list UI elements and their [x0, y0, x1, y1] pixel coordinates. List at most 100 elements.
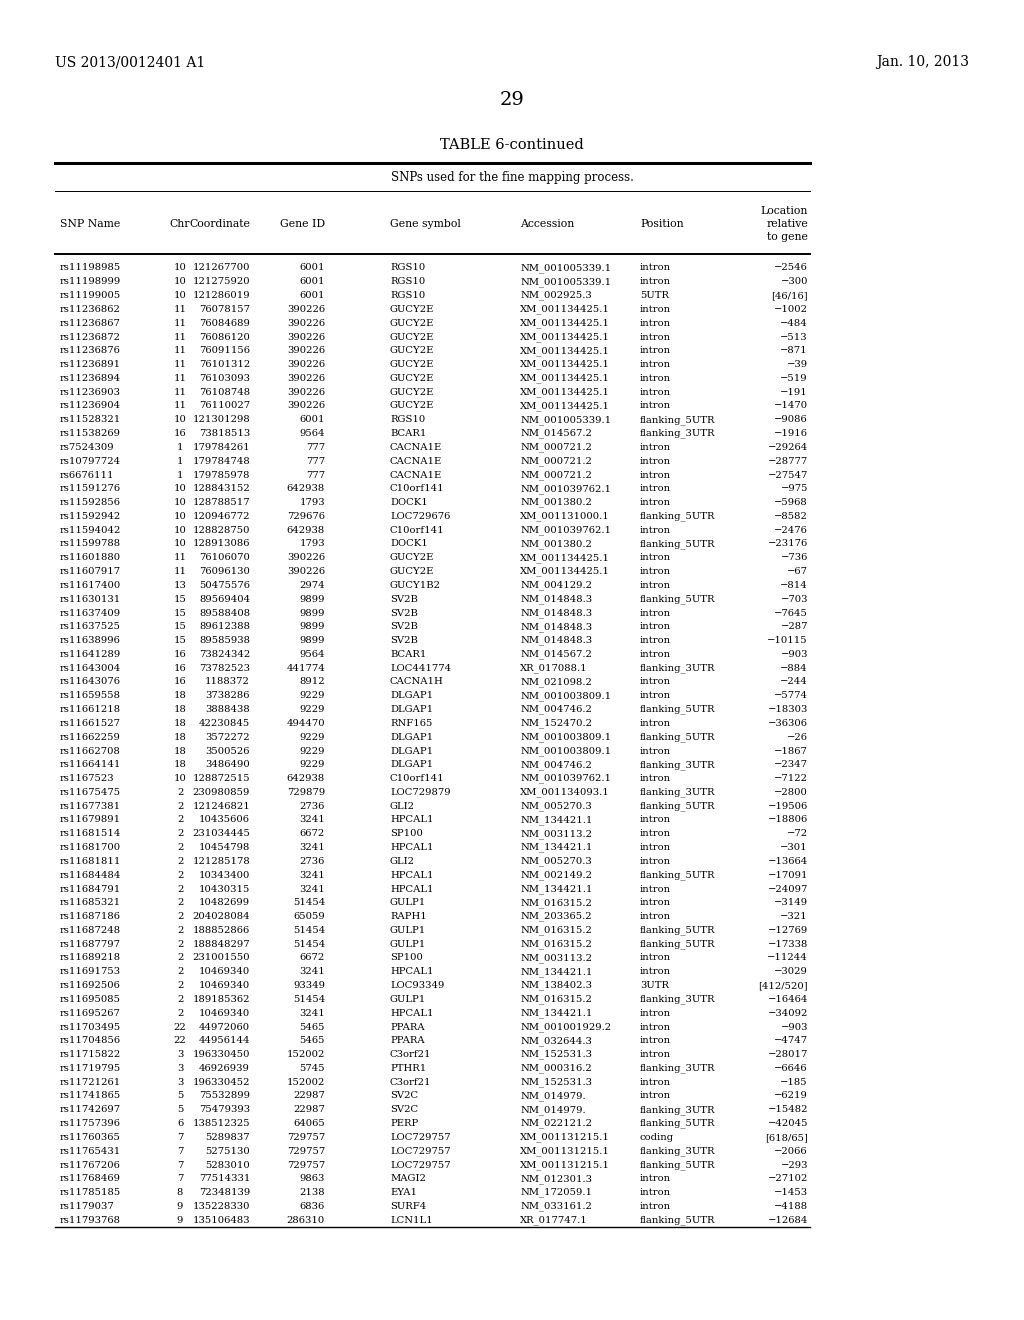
Text: NM_001001929.2: NM_001001929.2 — [520, 1022, 611, 1032]
Text: 179785978: 179785978 — [193, 470, 250, 479]
Text: 5465: 5465 — [299, 1023, 325, 1031]
Text: flanking_3UTR: flanking_3UTR — [640, 664, 716, 673]
Text: −185: −185 — [780, 1077, 808, 1086]
Text: rs11793768: rs11793768 — [60, 1216, 121, 1225]
Text: −67: −67 — [787, 568, 808, 576]
Text: NM_004129.2: NM_004129.2 — [520, 581, 592, 590]
Text: 11: 11 — [173, 553, 186, 562]
Text: −1470: −1470 — [774, 401, 808, 411]
Text: flanking_5UTR: flanking_5UTR — [640, 925, 716, 936]
Text: RNF165: RNF165 — [390, 719, 432, 727]
Text: −7122: −7122 — [774, 774, 808, 783]
Text: intron: intron — [640, 333, 671, 342]
Text: 3: 3 — [177, 1064, 183, 1073]
Text: 390226: 390226 — [287, 318, 325, 327]
Text: 10: 10 — [173, 292, 186, 300]
Text: 76096130: 76096130 — [199, 568, 250, 576]
Text: HPCAL1: HPCAL1 — [390, 968, 433, 977]
Text: 10: 10 — [173, 498, 186, 507]
Text: SP100: SP100 — [390, 829, 423, 838]
Text: 11: 11 — [173, 568, 186, 576]
Text: −17091: −17091 — [768, 871, 808, 879]
Text: NM_001003809.1: NM_001003809.1 — [520, 690, 611, 701]
Text: GUCY2E: GUCY2E — [390, 360, 434, 370]
Text: rs1167523: rs1167523 — [60, 774, 115, 783]
Text: intron: intron — [640, 636, 671, 645]
Text: 76084689: 76084689 — [199, 318, 250, 327]
Text: 9: 9 — [177, 1203, 183, 1210]
Text: 11: 11 — [173, 388, 186, 397]
Text: rs11662259: rs11662259 — [60, 733, 121, 742]
Text: −19506: −19506 — [768, 801, 808, 810]
Text: NM_134421.1: NM_134421.1 — [520, 842, 592, 853]
Text: 135106483: 135106483 — [193, 1216, 250, 1225]
Text: 2: 2 — [177, 953, 183, 962]
Text: −42045: −42045 — [768, 1119, 808, 1129]
Text: 77514331: 77514331 — [199, 1175, 250, 1183]
Text: 3572272: 3572272 — [206, 733, 250, 742]
Text: 2: 2 — [177, 925, 183, 935]
Text: 2: 2 — [177, 940, 183, 949]
Text: intron: intron — [640, 1188, 671, 1197]
Text: rs11785185: rs11785185 — [60, 1188, 121, 1197]
Text: rs11592856: rs11592856 — [60, 498, 121, 507]
Text: rs10797724: rs10797724 — [60, 457, 121, 466]
Text: rs11715822: rs11715822 — [60, 1051, 121, 1059]
Text: GUCY2E: GUCY2E — [390, 388, 434, 397]
Text: 44972060: 44972060 — [199, 1023, 250, 1031]
Text: PPARA: PPARA — [390, 1023, 425, 1031]
Text: −903: −903 — [780, 649, 808, 659]
Text: flanking_5UTR: flanking_5UTR — [640, 594, 716, 605]
Text: 10: 10 — [173, 264, 186, 272]
Text: flanking_5UTR: flanking_5UTR — [640, 870, 716, 880]
Text: 16: 16 — [174, 664, 186, 673]
Text: intron: intron — [640, 1051, 671, 1059]
Text: 121286019: 121286019 — [193, 292, 250, 300]
Text: 390226: 390226 — [287, 553, 325, 562]
Text: 2974: 2974 — [299, 581, 325, 590]
Text: intron: intron — [640, 1092, 671, 1101]
Text: 22: 22 — [174, 1036, 186, 1045]
Text: 729676: 729676 — [287, 512, 325, 521]
Text: 2: 2 — [177, 843, 183, 853]
Text: XM_001134425.1: XM_001134425.1 — [520, 374, 610, 383]
Text: XM_001134425.1: XM_001134425.1 — [520, 401, 610, 411]
Text: C10orf141: C10orf141 — [390, 525, 444, 535]
Text: NM_005270.3: NM_005270.3 — [520, 801, 592, 810]
Text: 9229: 9229 — [299, 705, 325, 714]
Text: 121267700: 121267700 — [193, 264, 250, 272]
Text: 231034445: 231034445 — [193, 829, 250, 838]
Text: 2: 2 — [177, 981, 183, 990]
Text: intron: intron — [640, 1077, 671, 1086]
Text: rs11617400: rs11617400 — [60, 581, 121, 590]
Text: GUCY2E: GUCY2E — [390, 305, 434, 314]
Text: rs7524309: rs7524309 — [60, 444, 115, 451]
Text: DLGAP1: DLGAP1 — [390, 692, 433, 701]
Text: GUCY2E: GUCY2E — [390, 374, 434, 383]
Text: 51454: 51454 — [293, 995, 325, 1005]
Text: intron: intron — [640, 843, 671, 853]
Text: rs11594042: rs11594042 — [60, 525, 122, 535]
Text: 18: 18 — [173, 747, 186, 755]
Text: SURF4: SURF4 — [390, 1203, 426, 1210]
Text: −814: −814 — [780, 581, 808, 590]
Text: NM_152531.3: NM_152531.3 — [520, 1049, 592, 1060]
Text: 1: 1 — [177, 470, 183, 479]
Text: −5968: −5968 — [774, 498, 808, 507]
Text: 2: 2 — [177, 829, 183, 838]
Text: 1188372: 1188372 — [205, 677, 250, 686]
Text: −884: −884 — [780, 664, 808, 673]
Text: 10: 10 — [173, 774, 186, 783]
Text: 6001: 6001 — [299, 416, 325, 424]
Text: −28777: −28777 — [768, 457, 808, 466]
Text: SV2B: SV2B — [390, 595, 418, 603]
Text: intron: intron — [640, 525, 671, 535]
Text: −244: −244 — [780, 677, 808, 686]
Text: 18: 18 — [173, 760, 186, 770]
Text: NM_134421.1: NM_134421.1 — [520, 884, 592, 894]
Text: LOC441774: LOC441774 — [390, 664, 452, 673]
Text: −12684: −12684 — [768, 1216, 808, 1225]
Text: intron: intron — [640, 899, 671, 907]
Text: 642938: 642938 — [287, 774, 325, 783]
Text: −975: −975 — [780, 484, 808, 494]
